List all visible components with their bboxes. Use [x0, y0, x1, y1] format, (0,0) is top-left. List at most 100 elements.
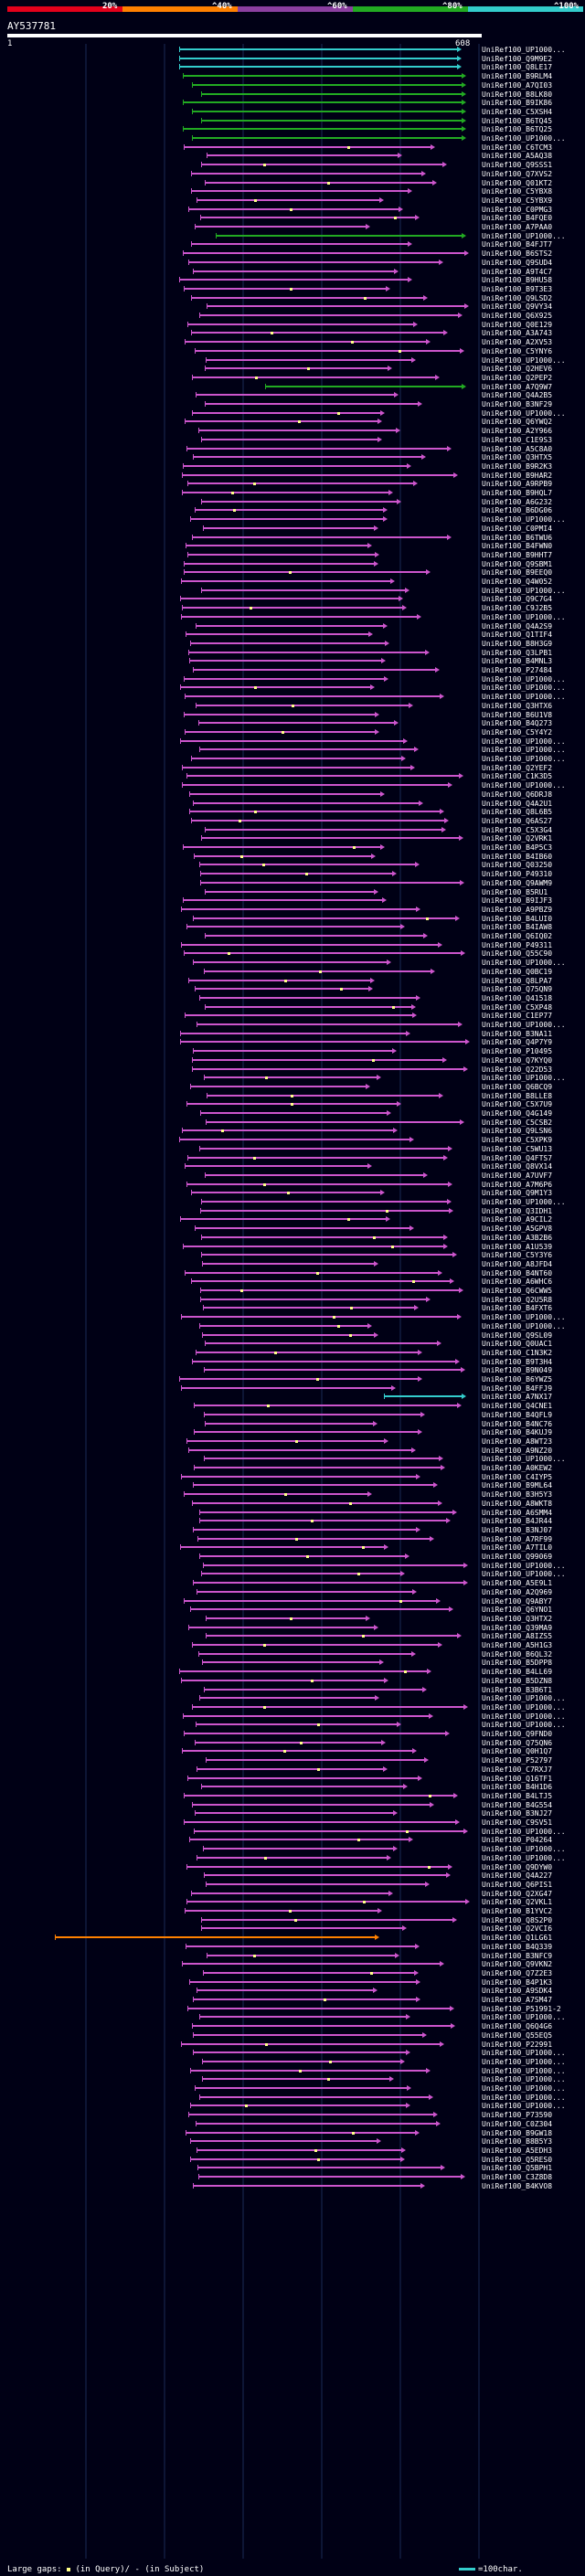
- hit-accession-link[interactable]: UniRef100_Q3IDH1: [482, 1206, 553, 1215]
- hit-accession-link[interactable]: UniRef100_A9RPB9: [482, 480, 553, 489]
- hit-row[interactable]: UniRef100_A8WT23: [0, 1437, 585, 1446]
- hit-accession-link[interactable]: UniRef100_Q9VY34: [482, 302, 553, 312]
- hit-row[interactable]: UniRef100_B9GW18: [0, 2129, 585, 2137]
- hit-row[interactable]: UniRef100_B9N049: [0, 1366, 585, 1374]
- hit-row[interactable]: UniRef100_C5Y4Y2: [0, 728, 585, 737]
- hit-accession-link[interactable]: UniRef100_UP1000...: [482, 2084, 566, 2093]
- hit-accession-link[interactable]: UniRef100_UP1000...: [482, 1694, 566, 1703]
- hit-row[interactable]: UniRef100_Q7XVS2: [0, 170, 585, 178]
- hit-accession-link[interactable]: UniRef100_UP1000...: [482, 1853, 566, 1862]
- hit-accession-link[interactable]: UniRef100_C0Z304: [482, 2119, 553, 2128]
- hit-accession-link[interactable]: UniRef100_UP1000...: [482, 408, 566, 418]
- hit-accession-link[interactable]: UniRef100_B8LLE8: [482, 1091, 553, 1100]
- hit-row[interactable]: UniRef100_B4FQE0: [0, 214, 585, 222]
- hit-accession-link[interactable]: UniRef100_B4FJT7: [482, 240, 553, 249]
- hit-row[interactable]: UniRef100_Q01KT2: [0, 179, 585, 187]
- hit-row[interactable]: UniRef100_C5Y3Y6: [0, 1251, 585, 1259]
- hit-row[interactable]: UniRef100_Q4W052: [0, 578, 585, 586]
- hit-accession-link[interactable]: UniRef100_B4G554: [482, 1800, 553, 1809]
- hit-accession-link[interactable]: UniRef100_Q8S2P0: [482, 1915, 553, 1924]
- hit-row[interactable]: UniRef100_Q4A2U1: [0, 800, 585, 808]
- hit-row[interactable]: UniRef100_Q4A2B5: [0, 391, 585, 399]
- hit-row[interactable]: UniRef100_A9NZ20: [0, 1447, 585, 1455]
- hit-row[interactable]: UniRef100_B4Q273: [0, 719, 585, 727]
- hit-accession-link[interactable]: UniRef100_A8WT23: [482, 1436, 553, 1446]
- hit-accession-link[interactable]: UniRef100_UP1000...: [482, 1702, 566, 1712]
- hit-row[interactable]: UniRef100_Q99069: [0, 1553, 585, 1561]
- hit-accession-link[interactable]: UniRef100_Q7Z2E3: [482, 1968, 553, 1977]
- hit-row[interactable]: UniRef100_A3B2B6: [0, 1234, 585, 1242]
- hit-accession-link[interactable]: UniRef100_Q6Q4G6: [482, 2022, 553, 2031]
- hit-row[interactable]: UniRef100_C1E9S3: [0, 436, 585, 444]
- hit-accession-link[interactable]: UniRef100_A7M6P6: [482, 1180, 553, 1189]
- hit-accession-link[interactable]: UniRef100_C5Y3Y6: [482, 1251, 553, 1260]
- hit-accession-link[interactable]: UniRef100_A6SMM4: [482, 1508, 553, 1517]
- hit-row[interactable]: UniRef100_Q6IQ02: [0, 932, 585, 940]
- hit-row[interactable]: UniRef100_Q0UAC1: [0, 1340, 585, 1348]
- hit-row[interactable]: UniRef100_C1N3K2: [0, 1349, 585, 1357]
- hit-row[interactable]: UniRef100_C5X3G4: [0, 826, 585, 834]
- hit-row[interactable]: UniRef100_P73590: [0, 2111, 585, 2119]
- hit-accession-link[interactable]: UniRef100_Q8L6B5: [482, 808, 553, 817]
- hit-row[interactable]: UniRef100_UP1000...: [0, 1845, 585, 1853]
- hit-row[interactable]: UniRef100_UP1000...: [0, 1313, 585, 1321]
- hit-accession-link[interactable]: UniRef100_Q9SSS1: [482, 161, 553, 170]
- hit-accession-link[interactable]: UniRef100_A6WHC6: [482, 1277, 553, 1287]
- hit-row[interactable]: UniRef100_Q3IDH1: [0, 1207, 585, 1215]
- hit-row[interactable]: UniRef100_B8H3G9: [0, 640, 585, 648]
- hit-accession-link[interactable]: UniRef100_B5RU1: [482, 887, 548, 896]
- hit-accession-link[interactable]: UniRef100_UP1000...: [482, 755, 566, 763]
- hit-row[interactable]: UniRef100_Q5BPH1: [0, 2164, 585, 2172]
- hit-row[interactable]: UniRef100_B4LTJ5: [0, 1792, 585, 1800]
- hit-row[interactable]: UniRef100_B6TQ25: [0, 125, 585, 133]
- hit-accession-link[interactable]: UniRef100_UP1000...: [482, 2013, 566, 2022]
- hit-accession-link[interactable]: UniRef100_Q4P7Y9: [482, 1038, 553, 1047]
- hit-accession-link[interactable]: UniRef100_B8B5Y3: [482, 2137, 553, 2147]
- hit-row[interactable]: UniRef100_B4FWN0: [0, 542, 585, 550]
- hit-accession-link[interactable]: UniRef100_B9HU58: [482, 276, 553, 285]
- hit-row[interactable]: UniRef100_UP1000...: [0, 1703, 585, 1712]
- hit-row[interactable]: UniRef100_Q2PEP2: [0, 374, 585, 382]
- hit-accession-link[interactable]: UniRef100_B8LK80: [482, 90, 553, 99]
- hit-accession-link[interactable]: UniRef100_UP1000...: [482, 2057, 566, 2066]
- hit-accession-link[interactable]: UniRef100_UP1000...: [482, 2102, 566, 2111]
- hit-row[interactable]: UniRef100_P52797: [0, 1756, 585, 1765]
- hit-accession-link[interactable]: UniRef100_Q9M9E2: [482, 54, 553, 63]
- hit-row[interactable]: UniRef100_Q75QN6: [0, 1739, 585, 1747]
- hit-row[interactable]: UniRef100_Q6Q4G6: [0, 2022, 585, 2030]
- hit-row[interactable]: UniRef100_UP1000...: [0, 1712, 585, 1721]
- hit-accession-link[interactable]: UniRef100_A8JFD4: [482, 1259, 553, 1268]
- hit-row[interactable]: UniRef100_A8IZS5: [0, 1632, 585, 1640]
- hit-accession-link[interactable]: UniRef100_UP1000...: [482, 959, 566, 968]
- hit-accession-link[interactable]: UniRef100_B5DZN8: [482, 1676, 553, 1685]
- hit-accession-link[interactable]: UniRef100_C5Y4Y2: [482, 727, 553, 737]
- hit-accession-link[interactable]: UniRef100_A9PBZ9: [482, 905, 553, 914]
- hit-accession-link[interactable]: UniRef100_Q6BCQ9: [482, 1082, 553, 1091]
- hit-accession-link[interactable]: UniRef100_Q99069: [482, 1553, 553, 1561]
- hit-row[interactable]: UniRef100_UP1000...: [0, 409, 585, 418]
- hit-row[interactable]: UniRef100_B3NA11: [0, 1030, 585, 1038]
- hit-accession-link[interactable]: UniRef100_C5YNY6: [482, 346, 553, 355]
- hit-row[interactable]: UniRef100_Q6AS27: [0, 817, 585, 825]
- hit-accession-link[interactable]: UniRef100_Q5RES0: [482, 2155, 553, 2164]
- hit-accession-link[interactable]: UniRef100_Q7KYQ0: [482, 1055, 553, 1065]
- hit-row[interactable]: UniRef100_Q4CNE1: [0, 1402, 585, 1410]
- hit-row[interactable]: UniRef100_Q3HTX6: [0, 702, 585, 710]
- hit-row[interactable]: UniRef100_C9J2B5: [0, 604, 585, 612]
- hit-accession-link[interactable]: UniRef100_B9GW18: [482, 2128, 553, 2137]
- hit-row[interactable]: UniRef100_B4P1K3: [0, 1978, 585, 1987]
- hit-row[interactable]: UniRef100_Q22D53: [0, 1065, 585, 1074]
- hit-row[interactable]: UniRef100_Q75QN9: [0, 985, 585, 993]
- hit-accession-link[interactable]: UniRef100_UP1000...: [482, 1074, 566, 1083]
- hit-row[interactable]: UniRef100_B4NT60: [0, 1269, 585, 1277]
- hit-accession-link[interactable]: UniRef100_Q1TIF4: [482, 631, 553, 640]
- hit-row[interactable]: UniRef100_Q7KYQ0: [0, 1056, 585, 1065]
- hit-row[interactable]: UniRef100_Q9LSD2: [0, 294, 585, 302]
- hit-row[interactable]: UniRef100_UP1000...: [0, 2075, 585, 2083]
- hit-accession-link[interactable]: UniRef100_P49310: [482, 870, 553, 879]
- hit-row[interactable]: UniRef100_A9RPB9: [0, 480, 585, 488]
- hit-row[interactable]: UniRef100_Q7Z2E3: [0, 1969, 585, 1977]
- hit-accession-link[interactable]: UniRef100_A2Y966: [482, 427, 553, 436]
- hit-row[interactable]: UniRef100_Q4A227: [0, 1871, 585, 1880]
- hit-accession-link[interactable]: UniRef100_Q75QN9: [482, 985, 553, 994]
